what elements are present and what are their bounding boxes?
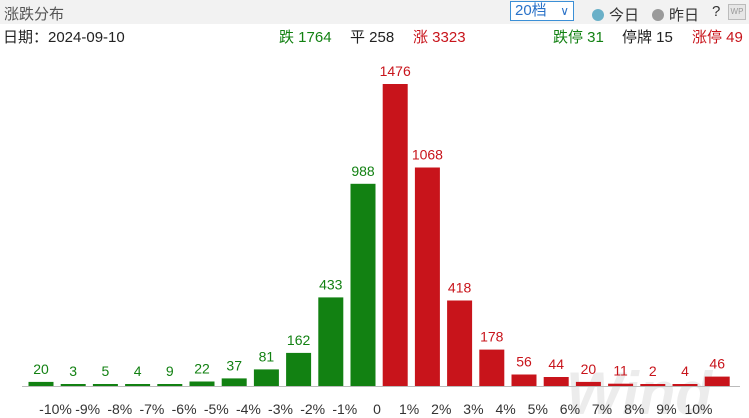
stat-up: 涨 3323: [413, 29, 466, 46]
stat-suspended: 停牌 15: [622, 29, 673, 46]
x-tick-label-6: -4%: [236, 401, 261, 417]
x-tick-label-12: 2%: [431, 401, 451, 417]
bar-2: [92, 384, 118, 386]
bar-20: [672, 384, 698, 386]
level-select[interactable]: 20档 ∨: [510, 1, 574, 21]
bar-10: [350, 183, 376, 386]
top-bar: 涨跌分布 20档 ∨ 今日 昨日 ? WP: [0, 0, 749, 24]
radio-today-dot: [592, 9, 604, 21]
wp-icon[interactable]: WP: [728, 4, 746, 20]
x-tick-label-19: 9%: [656, 401, 676, 417]
panel-title: 涨跌分布: [4, 6, 65, 23]
stat-flat: 平 258: [350, 29, 395, 46]
bar-value-label-14: 178: [480, 329, 504, 345]
bar-value-label-8: 162: [287, 332, 311, 348]
x-tick-label-5: -5%: [204, 401, 229, 417]
bar-value-label-21: 46: [709, 356, 725, 372]
bar-value-label-1: 3: [69, 363, 77, 379]
x-tick-label-10: 0: [373, 401, 381, 417]
x-tick-label-4: -6%: [172, 401, 197, 417]
bar-value-label-2: 5: [102, 363, 110, 379]
x-tick-label-16: 6%: [560, 401, 580, 417]
bar-value-label-10: 988: [351, 163, 375, 179]
bar-14: [479, 349, 505, 386]
help-button[interactable]: ?: [712, 3, 721, 20]
distribution-chart: Wind 20 3 5 4 9 22 378116243398814761068418178…: [22, 63, 740, 418]
bar-1: [60, 384, 86, 386]
bar-12: [414, 167, 440, 386]
x-tick-label-14: 4%: [495, 401, 515, 417]
bar-value-label-19: 2: [649, 363, 657, 379]
bar-19: [640, 384, 666, 386]
bar-9: [318, 297, 344, 386]
x-tick-label-2: -8%: [107, 401, 132, 417]
level-select-value: 20档: [515, 2, 547, 19]
bar-value-label-11: 1476: [380, 63, 411, 79]
bar-5: [189, 381, 215, 386]
bar-value-label-7: 81: [259, 348, 275, 364]
bar-17: [575, 381, 601, 386]
x-tick-label-18: 8%: [624, 401, 644, 417]
x-tick-label-17: 7%: [592, 401, 612, 417]
x-tick-label-15: 5%: [528, 401, 548, 417]
x-tick-label-9: -1%: [332, 401, 357, 417]
bar-11: [382, 84, 408, 386]
x-tick-label-3: -7%: [139, 401, 164, 417]
watermark: Wind: [566, 360, 713, 418]
stat-down: 跌 1764: [279, 29, 332, 46]
bar-18: [608, 383, 634, 386]
radio-yesterday-label: 昨日: [669, 7, 700, 24]
bar-value-label-13: 418: [448, 280, 472, 296]
bar-value-label-20: 4: [681, 363, 689, 379]
x-tick-label-0: -10%: [39, 401, 72, 417]
stat-limit-down: 跌停 31: [553, 29, 604, 46]
radio-today-label: 今日: [609, 7, 640, 24]
bar-value-label-12: 1068: [412, 147, 443, 163]
bar-8: [286, 352, 312, 386]
bar-value-label-5: 22: [194, 361, 210, 377]
x-tick-label-20: 10%: [684, 401, 712, 417]
x-tick-label-7: -3%: [268, 401, 293, 417]
bar-6: [221, 378, 247, 386]
radio-today[interactable]: 今日: [592, 4, 639, 25]
bar-value-label-17: 20: [581, 361, 597, 377]
radio-yesterday-dot: [652, 9, 664, 21]
bar-21: [704, 376, 730, 386]
bar-value-label-0: 20: [33, 361, 49, 377]
bar-value-label-18: 11: [613, 363, 628, 379]
bar-value-label-9: 433: [319, 276, 343, 292]
bar-value-label-16: 44: [548, 356, 564, 372]
stat-date: 日期：2024-09-10: [3, 29, 125, 46]
chevron-down-icon: ∨: [560, 4, 569, 18]
bar-0: [28, 381, 54, 386]
bar-value-label-15: 56: [516, 354, 532, 370]
x-tick-label-11: 1%: [399, 401, 419, 417]
bar-15: [511, 374, 537, 386]
x-tick-label-13: 3%: [463, 401, 483, 417]
bar-value-label-6: 37: [226, 357, 242, 373]
bar-value-label-3: 4: [134, 363, 142, 379]
stat-limit-up: 涨停 49: [692, 29, 743, 46]
bar-7: [253, 369, 279, 386]
bar-16: [543, 377, 569, 386]
bar-13: [447, 300, 473, 386]
bar-4: [157, 384, 183, 386]
x-tick-label-8: -2%: [300, 401, 325, 417]
x-tick-label-1: -9%: [75, 401, 100, 417]
bar-value-label-4: 9: [166, 363, 174, 379]
bar-3: [125, 384, 151, 386]
radio-yesterday[interactable]: 昨日: [652, 4, 699, 25]
